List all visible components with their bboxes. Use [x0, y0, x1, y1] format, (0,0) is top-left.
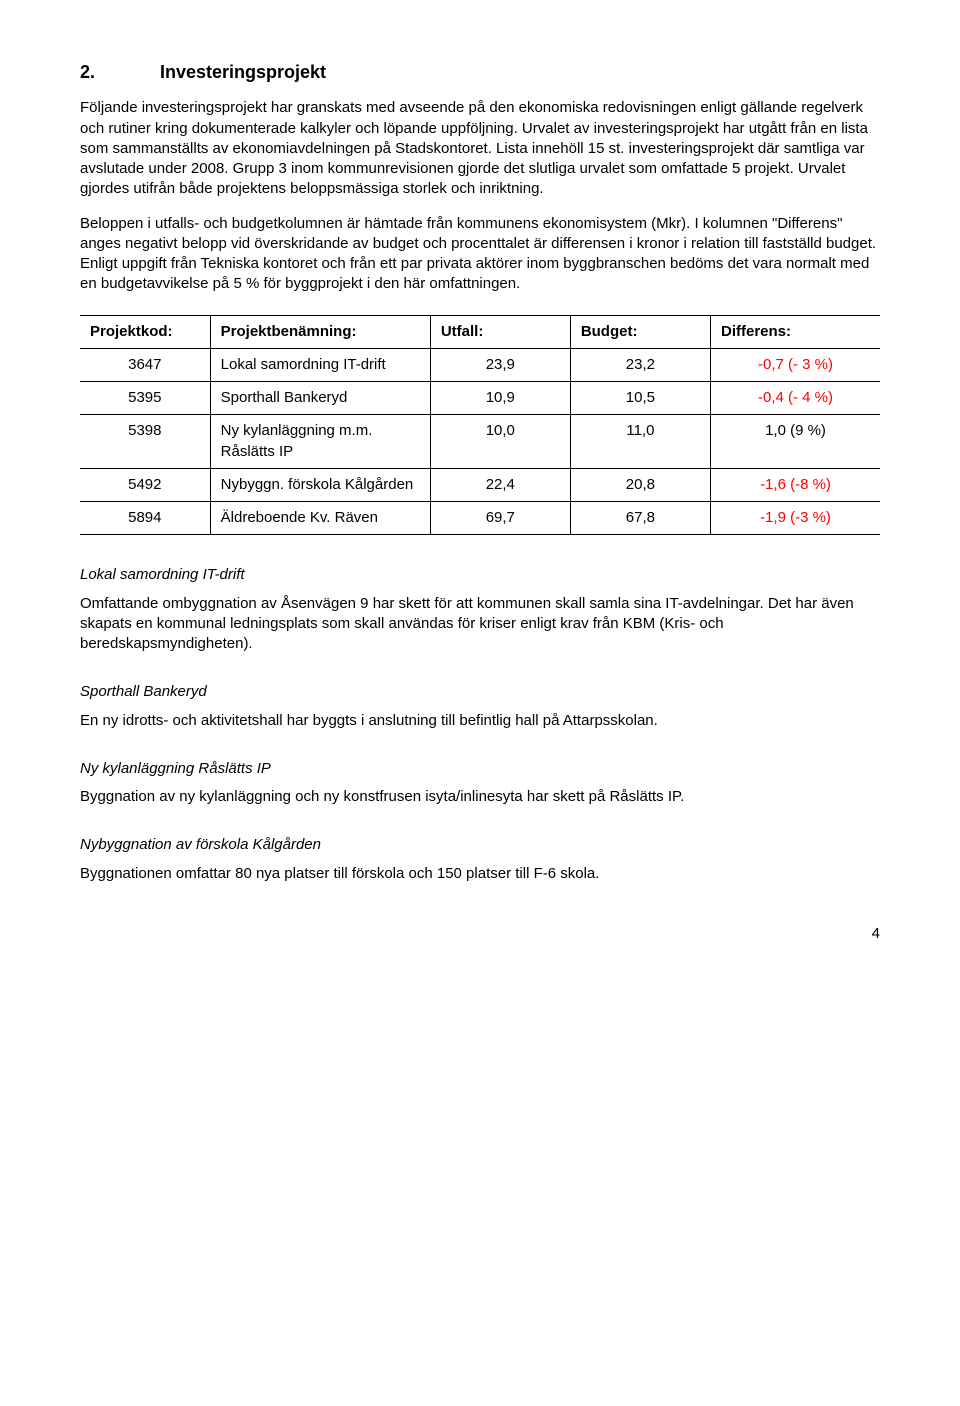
cell-utfall: 10,9: [430, 382, 570, 415]
cell-code: 5395: [80, 382, 210, 415]
sub-body: Byggnationen omfattar 80 nya platser til…: [80, 864, 880, 884]
cell-budget: 23,2: [570, 348, 710, 381]
cell-diff: -1,6 (-8 %): [711, 468, 881, 501]
section-number: 2.: [80, 60, 160, 84]
sub-heading: Nybyggnation av förskola Kålgården: [80, 835, 880, 855]
cell-budget: 11,0: [570, 415, 710, 469]
page-number: 4: [80, 924, 880, 944]
cell-budget: 67,8: [570, 502, 710, 535]
intro-paragraph-1: Följande investeringsprojekt har granska…: [80, 98, 880, 199]
sub-heading: Ny kylanläggning Råslätts IP: [80, 759, 880, 779]
cell-code: 5492: [80, 468, 210, 501]
table-row: 5395Sporthall Bankeryd10,910,5-0,4 (- 4 …: [80, 382, 880, 415]
cell-name: Nybyggn. förskola Kålgården: [210, 468, 430, 501]
cell-diff: 1,0 (9 %): [711, 415, 881, 469]
sub-body: En ny idrotts- och aktivitetshall har by…: [80, 711, 880, 731]
table-header-row: Projektkod: Projektbenämning: Utfall: Bu…: [80, 315, 880, 348]
section-heading: 2.Investeringsprojekt: [80, 60, 880, 84]
cell-utfall: 69,7: [430, 502, 570, 535]
table-row: 5492Nybyggn. förskola Kålgården22,420,8-…: [80, 468, 880, 501]
header-code: Projektkod:: [80, 315, 210, 348]
table-row: 3647Lokal samordning IT-drift23,923,2-0,…: [80, 348, 880, 381]
section-title: Investeringsprojekt: [160, 62, 326, 82]
cell-code: 5894: [80, 502, 210, 535]
table-row: 5894Äldreboende Kv. Räven69,767,8-1,9 (-…: [80, 502, 880, 535]
projects-table: Projektkod: Projektbenämning: Utfall: Bu…: [80, 315, 880, 536]
cell-diff: -0,7 (- 3 %): [711, 348, 881, 381]
header-budget: Budget:: [570, 315, 710, 348]
cell-diff: -1,9 (-3 %): [711, 502, 881, 535]
cell-utfall: 22,4: [430, 468, 570, 501]
cell-name: Lokal samordning IT-drift: [210, 348, 430, 381]
cell-code: 5398: [80, 415, 210, 469]
sub-body: Byggnation av ny kylanläggning och ny ko…: [80, 787, 880, 807]
cell-name: Sporthall Bankeryd: [210, 382, 430, 415]
cell-budget: 10,5: [570, 382, 710, 415]
cell-code: 3647: [80, 348, 210, 381]
sub-heading: Lokal samordning IT-drift: [80, 565, 880, 585]
header-utfall: Utfall:: [430, 315, 570, 348]
cell-budget: 20,8: [570, 468, 710, 501]
header-name: Projektbenämning:: [210, 315, 430, 348]
cell-name: Ny kylanläggning m.m. Råslätts IP: [210, 415, 430, 469]
cell-diff: -0,4 (- 4 %): [711, 382, 881, 415]
cell-utfall: 23,9: [430, 348, 570, 381]
sub-heading: Sporthall Bankeryd: [80, 682, 880, 702]
table-row: 5398Ny kylanläggning m.m. Råslätts IP10,…: [80, 415, 880, 469]
intro-paragraph-2: Beloppen i utfalls- och budgetkolumnen ä…: [80, 214, 880, 295]
header-diff: Differens:: [711, 315, 881, 348]
sub-body: Omfattande ombyggnation av Åsenvägen 9 h…: [80, 594, 880, 655]
cell-name: Äldreboende Kv. Räven: [210, 502, 430, 535]
cell-utfall: 10,0: [430, 415, 570, 469]
